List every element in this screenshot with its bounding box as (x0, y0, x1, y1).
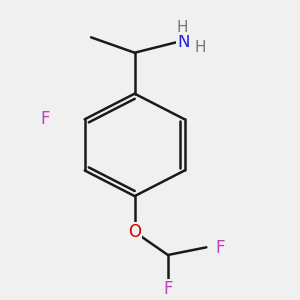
Text: F: F (163, 280, 173, 298)
Text: O: O (128, 223, 141, 241)
Text: F: F (215, 239, 225, 257)
Text: F: F (40, 110, 50, 128)
Text: H: H (177, 20, 188, 34)
Text: N: N (177, 34, 189, 52)
Text: H: H (195, 40, 206, 55)
